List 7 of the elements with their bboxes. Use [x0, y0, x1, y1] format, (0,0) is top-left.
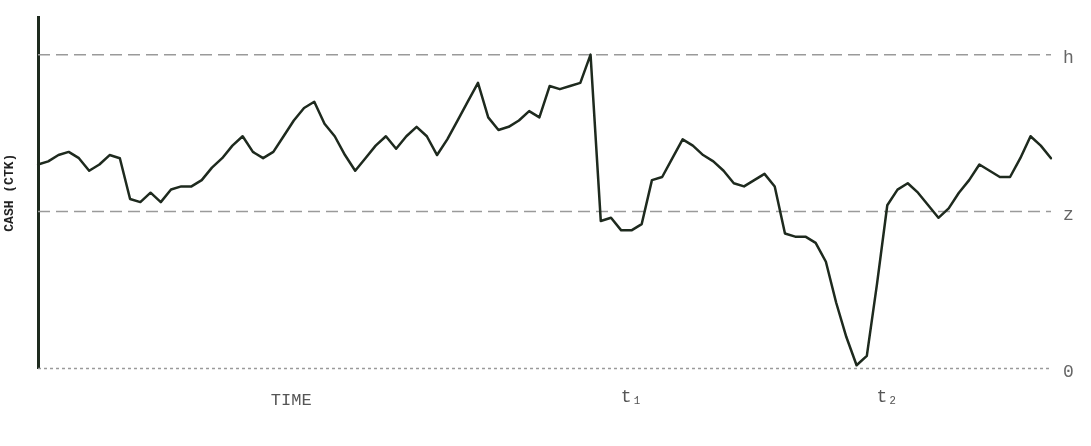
ref-line-label: z: [1063, 205, 1074, 226]
y-axis-title: CASH (CTK): [2, 153, 18, 232]
x-axis-title: TIME: [270, 391, 312, 411]
ref-line-label: 0: [1063, 362, 1074, 383]
ref-line-label: h: [1063, 48, 1074, 69]
x-tick-label: t₂: [876, 386, 899, 407]
x-tick-label: t₁: [620, 386, 643, 407]
